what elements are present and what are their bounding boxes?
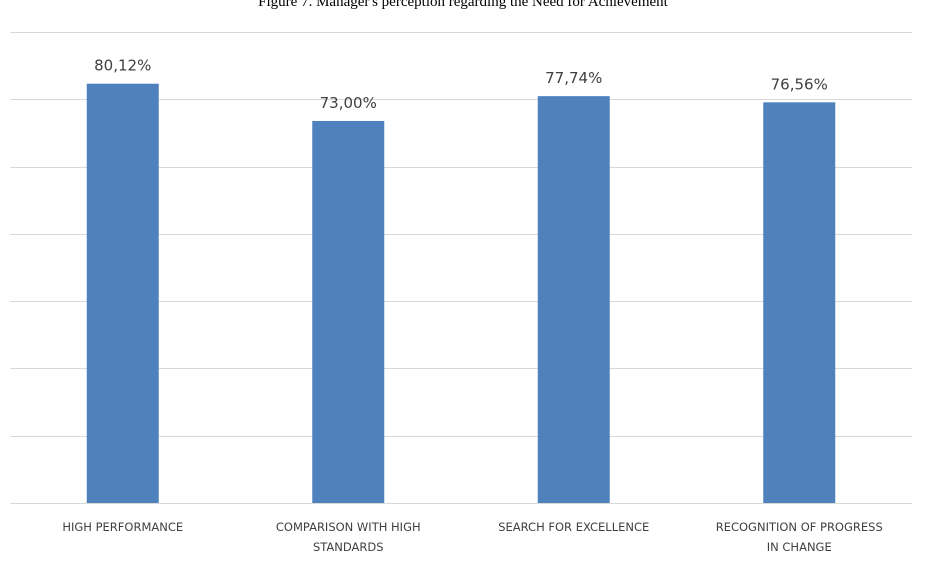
data-labels: 80,12% 73,00% 77,74% 76,56%: [94, 57, 828, 112]
bar: [86, 83, 159, 504]
category-label: SEARCH FOR EXCELLENCE: [498, 520, 649, 534]
data-label: 76,56%: [771, 75, 828, 93]
data-label: 73,00%: [320, 94, 377, 112]
bars: [86, 83, 836, 504]
bar: [537, 96, 610, 503]
category-label: HIGH PERFORMANCE: [62, 520, 183, 534]
data-label: 80,12%: [94, 57, 151, 75]
bar: [312, 120, 385, 503]
category-label: IN CHANGE: [767, 540, 832, 554]
data-label: 77,74%: [545, 69, 602, 87]
gridlines: [10, 32, 912, 504]
category-label: STANDARDS: [313, 540, 384, 554]
category-label: COMPARISON WITH HIGH: [276, 520, 421, 534]
chart-title: Figure 7. Manager's perception regarding…: [258, 0, 668, 10]
category-labels: HIGH PERFORMANCE COMPARISON WITH HIGH STAN…: [62, 520, 882, 554]
category-label: RECOGNITION OF PROGRESS: [716, 520, 883, 534]
bar: [763, 102, 836, 503]
